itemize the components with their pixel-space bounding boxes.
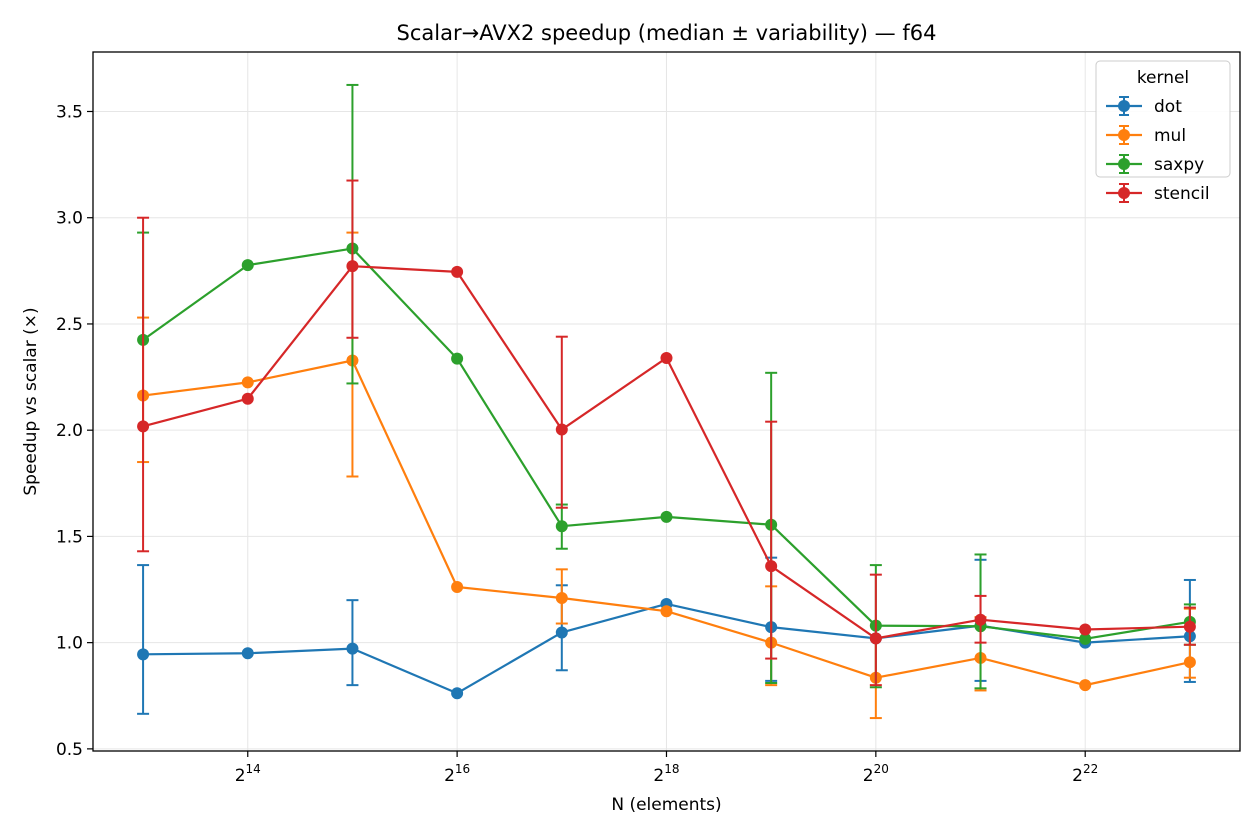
data-point	[241, 376, 254, 389]
data-point	[555, 626, 568, 639]
legend-label-stencil: stencil	[1154, 184, 1210, 204]
y-tick-label: 3.5	[56, 102, 83, 122]
x-tick-label: 216	[444, 762, 470, 786]
data-point	[1183, 620, 1196, 633]
x-tick-label: 220	[863, 762, 889, 786]
legend-marker	[1118, 100, 1130, 112]
data-point	[241, 647, 254, 660]
legend-marker	[1118, 129, 1130, 141]
legend-title: kernel	[1137, 68, 1189, 88]
data-point	[451, 352, 464, 365]
data-point	[660, 510, 673, 523]
grid	[93, 52, 1240, 751]
legend: kernel dot mul saxpy stencil	[1095, 60, 1231, 204]
data-point	[765, 560, 778, 573]
y-tick-label: 1.5	[56, 527, 83, 547]
data-point	[451, 687, 464, 700]
data-point	[241, 392, 254, 405]
data-point	[451, 580, 464, 593]
legend-marker	[1118, 158, 1130, 170]
y-tick-label: 2.5	[56, 315, 83, 335]
legend-label-saxpy: saxpy	[1154, 155, 1204, 175]
y-tick-label: 1.0	[56, 634, 83, 654]
y-tick-label: 3.0	[56, 209, 83, 229]
data-point	[346, 642, 359, 655]
data-point	[869, 632, 882, 645]
series-stencil	[137, 179, 1196, 687]
y-tick-label: 0.5	[56, 740, 83, 760]
legend-label-mul: mul	[1154, 126, 1186, 146]
data-point	[555, 520, 568, 533]
legend-box	[1095, 60, 1231, 178]
y-tick-label: 2.0	[56, 421, 83, 441]
data-point	[346, 260, 359, 273]
data-point	[660, 351, 673, 364]
axes: 0.5 1.0 1.5 2.0 2.5 3.0 3.5 214 216 218 220 222	[56, 102, 1098, 786]
chart-title: Scalar→AVX2 speedup (median ± variabilit…	[397, 21, 937, 45]
x-tick-label: 222	[1072, 762, 1098, 786]
legend-marker	[1118, 187, 1130, 199]
data-point	[1079, 679, 1092, 692]
data-point	[1079, 632, 1092, 645]
data-point	[974, 613, 987, 626]
data-point	[1183, 656, 1196, 669]
data-point	[137, 420, 150, 433]
y-axis-title: Speedup vs scalar (×)	[21, 307, 41, 495]
data-point	[555, 592, 568, 605]
plot-series	[137, 83, 1196, 720]
data-point	[555, 423, 568, 436]
data-point	[660, 605, 673, 618]
x-tick-label: 218	[653, 762, 679, 786]
data-point	[451, 265, 464, 278]
x-axis-title: N (elements)	[611, 795, 721, 815]
data-point	[1079, 623, 1092, 636]
x-tick-label: 214	[235, 762, 261, 786]
data-point	[137, 648, 150, 661]
legend-label-dot: dot	[1154, 97, 1182, 117]
data-point	[241, 259, 254, 272]
